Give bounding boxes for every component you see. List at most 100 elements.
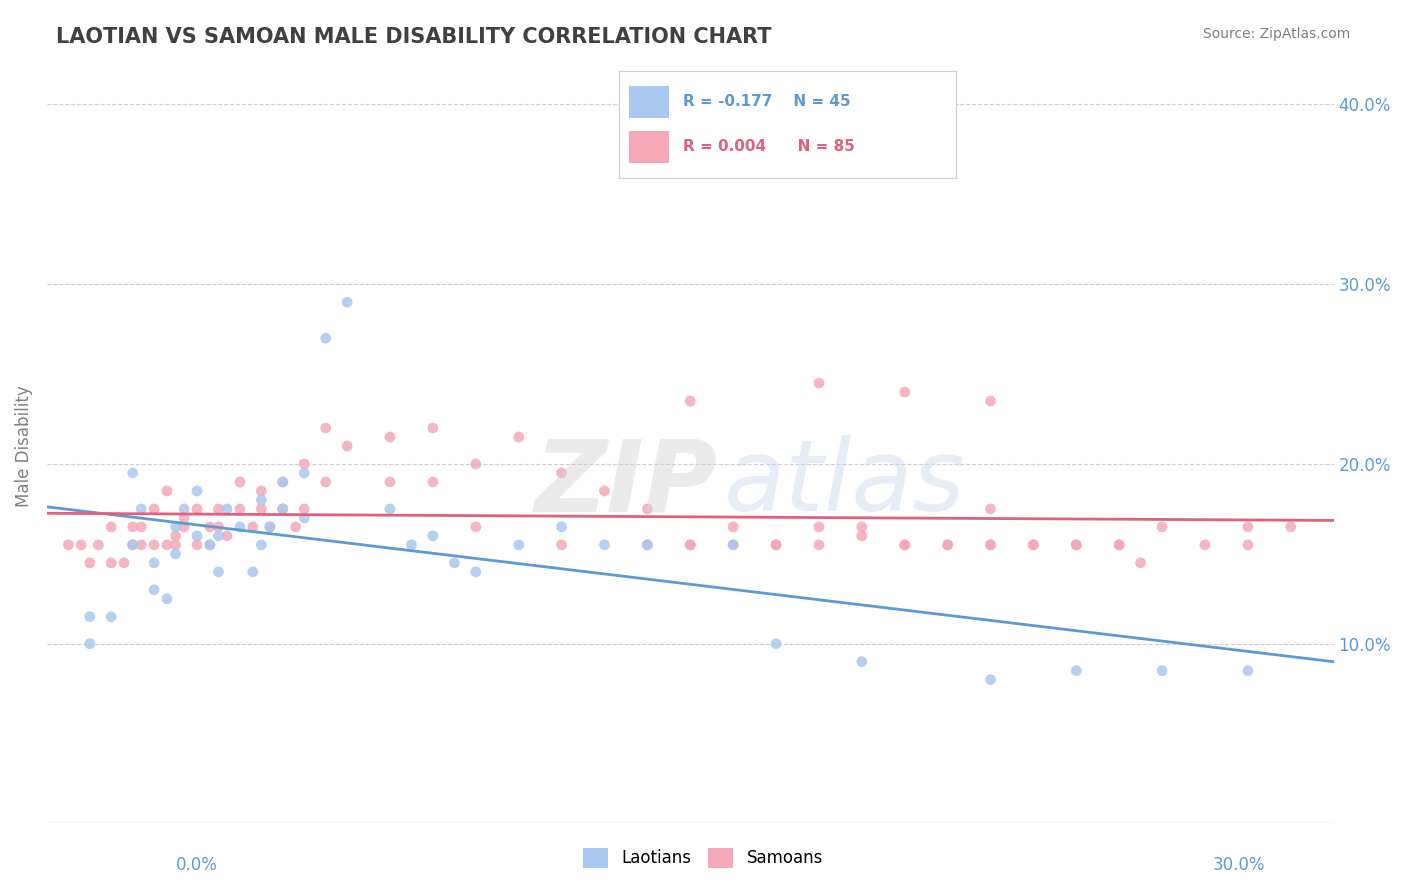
Point xyxy=(70,538,93,552)
Text: Source: ZipAtlas.com: Source: ZipAtlas.com xyxy=(1202,27,1350,41)
Point xyxy=(936,538,959,552)
Point xyxy=(636,538,658,552)
Point xyxy=(186,502,208,516)
Point xyxy=(807,538,830,552)
Point xyxy=(550,538,572,552)
Text: R = 0.004      N = 85: R = 0.004 N = 85 xyxy=(683,139,855,153)
Point xyxy=(464,565,486,579)
Point xyxy=(765,637,787,651)
Point xyxy=(1064,538,1087,552)
Point xyxy=(271,475,294,489)
Point xyxy=(1279,520,1302,534)
Point xyxy=(315,331,337,345)
Point xyxy=(979,394,1001,409)
Point xyxy=(1022,538,1045,552)
Point xyxy=(508,430,530,444)
Point xyxy=(207,529,229,543)
Point xyxy=(259,520,281,534)
Text: LAOTIAN VS SAMOAN MALE DISABILITY CORRELATION CHART: LAOTIAN VS SAMOAN MALE DISABILITY CORREL… xyxy=(56,27,772,46)
Point xyxy=(207,520,229,534)
Point xyxy=(121,538,143,552)
Point xyxy=(58,538,80,552)
Point xyxy=(143,582,166,597)
Text: atlas: atlas xyxy=(724,435,966,533)
Point xyxy=(129,502,152,516)
Text: R = -0.177    N = 45: R = -0.177 N = 45 xyxy=(683,94,851,109)
Point xyxy=(143,538,166,552)
Point xyxy=(422,475,444,489)
Point xyxy=(79,556,101,570)
Point xyxy=(229,502,252,516)
Point xyxy=(422,421,444,435)
Point xyxy=(284,520,307,534)
Point xyxy=(1194,538,1216,552)
Text: 30.0%: 30.0% xyxy=(1213,856,1265,874)
Point xyxy=(250,492,273,507)
Point xyxy=(679,394,702,409)
Point xyxy=(173,511,195,525)
Point xyxy=(464,520,486,534)
Point xyxy=(936,538,959,552)
Point xyxy=(207,502,229,516)
Point xyxy=(129,520,152,534)
Point xyxy=(422,529,444,543)
Point xyxy=(79,609,101,624)
Point xyxy=(165,529,187,543)
Point xyxy=(979,502,1001,516)
Point xyxy=(156,538,179,552)
Point xyxy=(215,529,238,543)
Point xyxy=(100,520,122,534)
Point xyxy=(143,502,166,516)
Point xyxy=(979,538,1001,552)
Point xyxy=(1237,538,1260,552)
Point xyxy=(979,673,1001,687)
Point xyxy=(198,520,221,534)
Point xyxy=(550,520,572,534)
Point xyxy=(121,520,143,534)
Point xyxy=(242,565,264,579)
Point xyxy=(464,457,486,471)
Point xyxy=(1022,538,1045,552)
Point xyxy=(165,520,187,534)
Point xyxy=(1064,664,1087,678)
Point xyxy=(229,520,252,534)
Point xyxy=(893,538,915,552)
Point xyxy=(765,538,787,552)
Point xyxy=(186,538,208,552)
Point xyxy=(378,475,401,489)
Point xyxy=(271,502,294,516)
Point xyxy=(851,655,873,669)
Point xyxy=(271,502,294,516)
Point xyxy=(1152,520,1174,534)
Point xyxy=(1108,538,1130,552)
Text: ZIP: ZIP xyxy=(534,435,717,533)
Y-axis label: Male Disability: Male Disability xyxy=(15,385,32,507)
Point xyxy=(198,538,221,552)
Point xyxy=(851,529,873,543)
Point xyxy=(851,520,873,534)
Point xyxy=(207,565,229,579)
Point xyxy=(893,538,915,552)
Point xyxy=(1064,538,1087,552)
Point xyxy=(292,466,315,480)
Point xyxy=(143,556,166,570)
Point xyxy=(259,520,281,534)
Point xyxy=(1237,520,1260,534)
Point xyxy=(100,609,122,624)
Point xyxy=(721,538,744,552)
Point xyxy=(765,538,787,552)
Point xyxy=(721,538,744,552)
Point xyxy=(1237,664,1260,678)
Point xyxy=(679,538,702,552)
Point xyxy=(636,538,658,552)
Point xyxy=(165,547,187,561)
Point xyxy=(593,483,616,498)
Point xyxy=(242,520,264,534)
Point xyxy=(550,466,572,480)
Point xyxy=(807,376,830,390)
Point xyxy=(173,502,195,516)
Point xyxy=(315,475,337,489)
Point xyxy=(807,520,830,534)
Point xyxy=(250,483,273,498)
Point xyxy=(508,538,530,552)
